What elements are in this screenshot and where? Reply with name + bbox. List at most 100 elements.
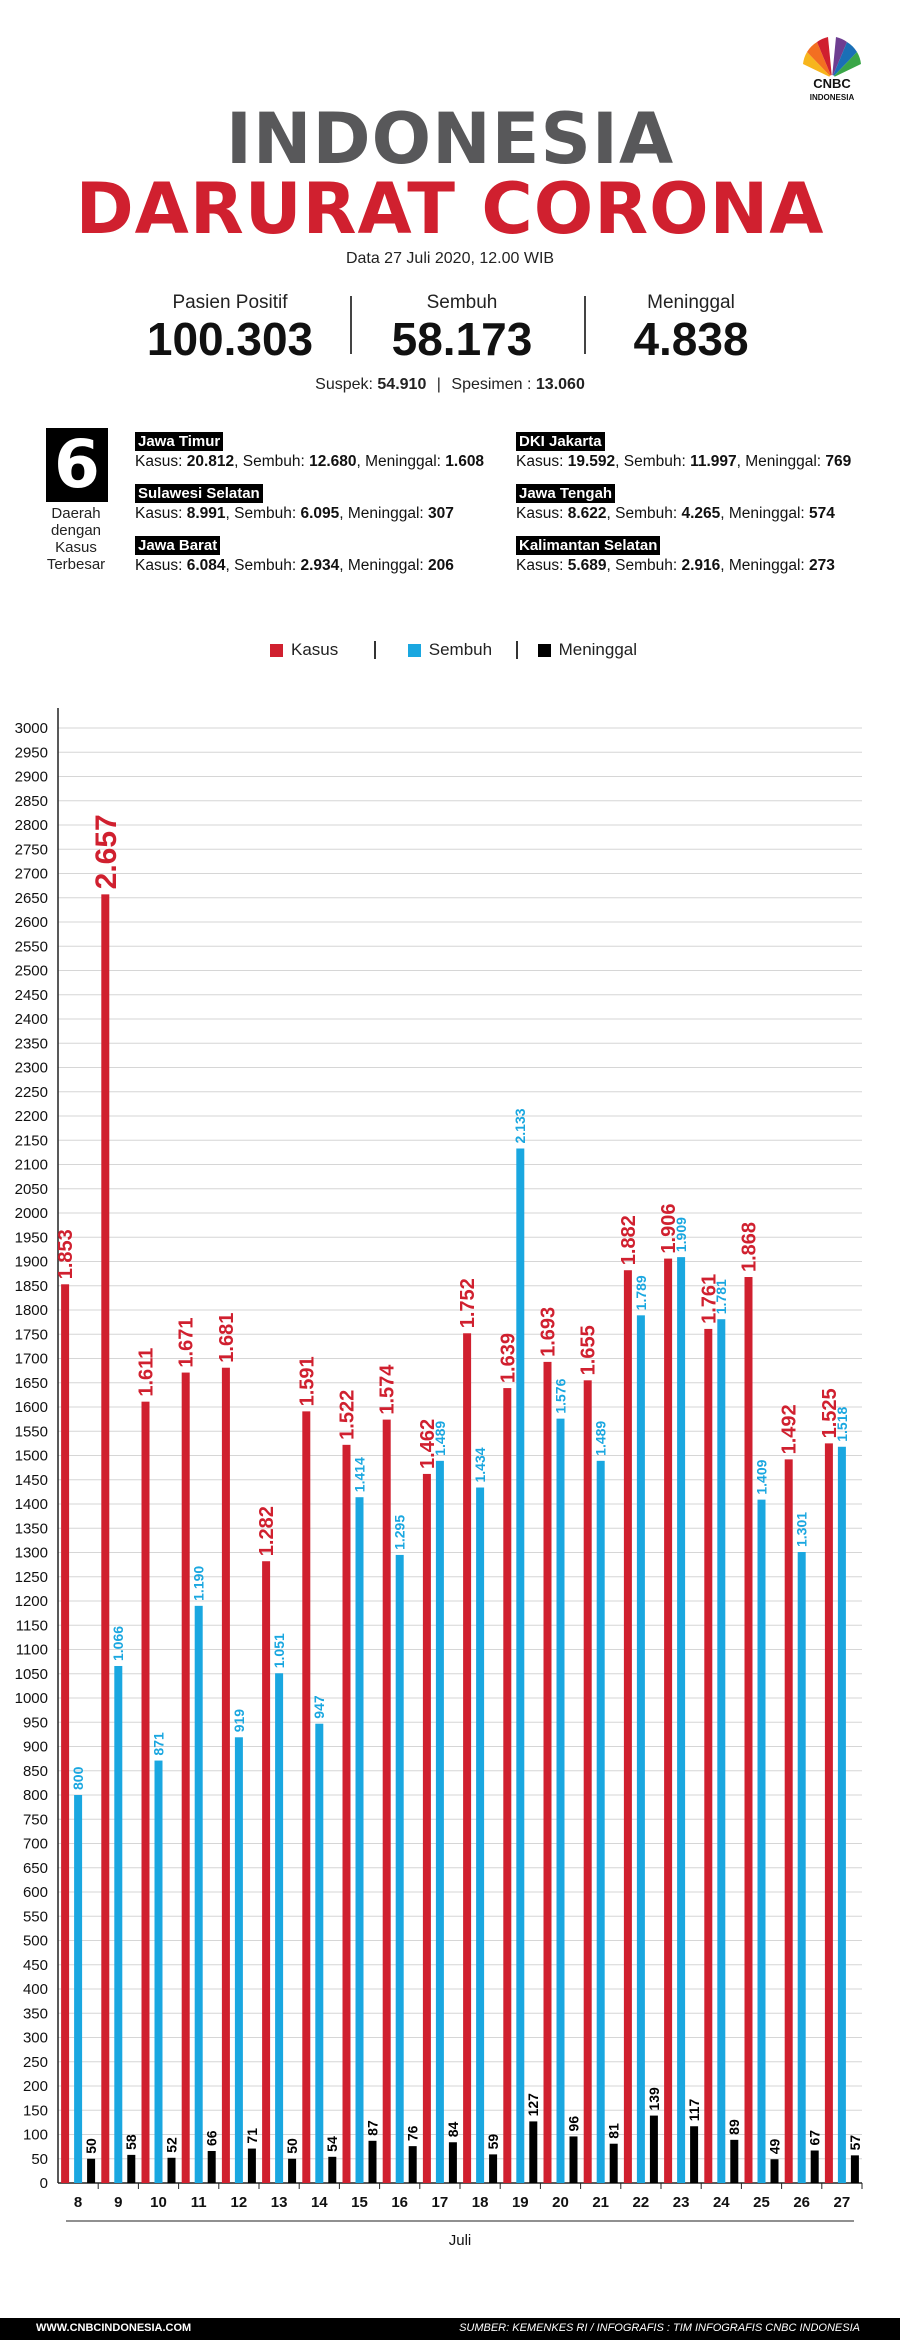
y-tick-label: 1050 bbox=[15, 1666, 48, 1683]
bar-sembuh bbox=[476, 1487, 485, 2183]
x-tick-label: 26 bbox=[793, 2194, 810, 2211]
y-tick-label: 350 bbox=[23, 2005, 48, 2022]
stat-positive-value: 100.303 bbox=[146, 313, 314, 365]
bar-meninggal bbox=[690, 2126, 699, 2183]
bar-kasus bbox=[141, 1401, 150, 2183]
y-tick-label: 1350 bbox=[15, 1520, 48, 1537]
footer-source: SUMBER: KEMENKES RI / INFOGRAFIS : TIM I… bbox=[459, 2322, 860, 2334]
data-label-sembuh: 871 bbox=[150, 1732, 166, 1756]
y-tick-label: 500 bbox=[23, 1933, 48, 1950]
data-label-kasus: 1.761 bbox=[698, 1274, 720, 1324]
y-tick-label: 2900 bbox=[15, 769, 48, 786]
data-label-kasus: 1.639 bbox=[497, 1333, 519, 1383]
stat-deaths-label: Meninggal bbox=[647, 292, 735, 313]
x-tick-label: 25 bbox=[753, 2194, 770, 2211]
bar-sembuh bbox=[757, 1499, 766, 2183]
bar-sembuh bbox=[315, 1723, 324, 2183]
region-figures: Kasus: 20.812, Sembuh: 12.680, Meninggal… bbox=[135, 453, 485, 470]
legend-swatch-sembuh bbox=[407, 643, 421, 657]
bar-kasus bbox=[181, 1372, 190, 2183]
data-label-meninggal: 52 bbox=[163, 2137, 179, 2153]
y-tick-label: 900 bbox=[23, 1739, 48, 1756]
bar-sembuh bbox=[194, 1605, 203, 2183]
data-label-meninggal: 87 bbox=[364, 2120, 380, 2136]
region-figures: Kasus: 6.084, Sembuh: 2.934, Meninggal: … bbox=[135, 557, 454, 574]
bar-sembuh bbox=[797, 1552, 806, 2183]
y-tick-label: 200 bbox=[23, 2078, 48, 2095]
y-tick-label: 1450 bbox=[15, 1472, 48, 1489]
bar-kasus bbox=[543, 1361, 552, 2183]
bar-meninggal bbox=[288, 2158, 297, 2183]
y-tick-label: 50 bbox=[31, 2151, 48, 2168]
bar-meninggal bbox=[127, 2154, 136, 2183]
data-label-sembuh: 919 bbox=[231, 1709, 247, 1733]
data-label-kasus: 1.681 bbox=[216, 1313, 238, 1363]
x-axis-label: Juli bbox=[449, 2232, 472, 2249]
bar-kasus bbox=[503, 1388, 512, 2183]
region-count-badge: 6 bbox=[46, 428, 108, 502]
stat-positive-label: Pasien Positif bbox=[172, 292, 288, 313]
bar-meninggal bbox=[569, 2136, 578, 2183]
y-tick-label: 2550 bbox=[15, 938, 48, 955]
bar-kasus bbox=[302, 1411, 311, 2183]
y-tick-label: 2050 bbox=[15, 1181, 48, 1198]
bar-sembuh bbox=[114, 1665, 123, 2183]
data-label-kasus: 1.282 bbox=[256, 1506, 278, 1556]
bar-sembuh bbox=[677, 1257, 686, 2183]
y-tick-label: 1000 bbox=[15, 1690, 48, 1707]
legend-divider bbox=[516, 641, 518, 659]
x-tick-label: 16 bbox=[391, 2194, 408, 2211]
data-label-kasus: 1.574 bbox=[377, 1364, 399, 1415]
bar-kasus bbox=[824, 1443, 833, 2183]
data-label-sembuh: 1.295 bbox=[392, 1515, 408, 1550]
bar-meninggal bbox=[529, 2121, 538, 2183]
x-tick-label: 10 bbox=[150, 2194, 167, 2211]
data-label-sembuh: 2.133 bbox=[512, 1108, 528, 1143]
y-tick-label: 3000 bbox=[15, 720, 48, 737]
legend-label-sembuh: Sembuh bbox=[428, 640, 493, 659]
bar-kasus bbox=[342, 1444, 351, 2183]
data-label-kasus: 1.611 bbox=[136, 1348, 158, 1397]
y-tick-label: 2650 bbox=[15, 890, 48, 907]
bar-sembuh bbox=[837, 1446, 846, 2183]
bar-kasus bbox=[704, 1328, 713, 2183]
bar-kasus bbox=[101, 894, 110, 2183]
y-tick-label: 150 bbox=[23, 2102, 48, 2119]
data-label-kasus: 2.657 bbox=[90, 814, 123, 889]
x-tick-label: 24 bbox=[713, 2194, 730, 2211]
data-label-kasus: 1.882 bbox=[618, 1215, 640, 1265]
bar-meninggal bbox=[328, 2156, 337, 2183]
bar-sembuh bbox=[395, 1554, 404, 2183]
data-label-kasus: 1.591 bbox=[296, 1356, 318, 1406]
data-label-sembuh: 1.518 bbox=[834, 1407, 850, 1442]
bar-kasus bbox=[382, 1419, 391, 2183]
footer-bar: WWW.CNBCINDONESIA.COM SUMBER: KEMENKES R… bbox=[0, 2318, 900, 2340]
suspek-line: Suspek: 54.910 | Spesimen : 13.060 bbox=[315, 376, 585, 393]
data-label-meninggal: 96 bbox=[565, 2116, 581, 2132]
bar-sembuh bbox=[717, 1319, 726, 2183]
data-label-kasus: 1.693 bbox=[538, 1307, 560, 1357]
y-tick-label: 1750 bbox=[15, 1326, 48, 1343]
data-label-meninggal: 89 bbox=[726, 2119, 742, 2135]
data-label-meninggal: 81 bbox=[606, 2123, 622, 2139]
y-tick-label: 2600 bbox=[15, 914, 48, 931]
data-label-kasus: 1.462 bbox=[417, 1419, 439, 1469]
x-tick-label: 11 bbox=[191, 2194, 207, 2211]
data-label-sembuh: 1.789 bbox=[633, 1275, 649, 1310]
legend-swatch-kasus bbox=[270, 643, 283, 657]
data-label-sembuh: 1.434 bbox=[472, 1447, 488, 1482]
data-label-sembuh: 947 bbox=[311, 1695, 327, 1719]
y-tick-label: 2450 bbox=[15, 987, 48, 1004]
bar-meninggal bbox=[649, 2115, 658, 2183]
region-entry: Jawa Tengah Kasus: 8.622, Sembuh: 4.265, … bbox=[516, 484, 835, 523]
x-tick-label: 18 bbox=[472, 2194, 489, 2211]
y-tick-label: 2000 bbox=[15, 1205, 48, 1222]
x-tick-label: 9 bbox=[114, 2194, 122, 2211]
bar-meninggal bbox=[87, 2158, 96, 2183]
legend-label-kasus: Kasus bbox=[291, 640, 339, 659]
footer-website[interactable]: WWW.CNBCINDONESIA.COM bbox=[36, 2322, 192, 2334]
bar-sembuh bbox=[154, 1760, 163, 2183]
bar-meninggal bbox=[448, 2142, 457, 2183]
data-label-sembuh: 1.066 bbox=[110, 1626, 126, 1661]
stat-divider bbox=[350, 296, 352, 354]
